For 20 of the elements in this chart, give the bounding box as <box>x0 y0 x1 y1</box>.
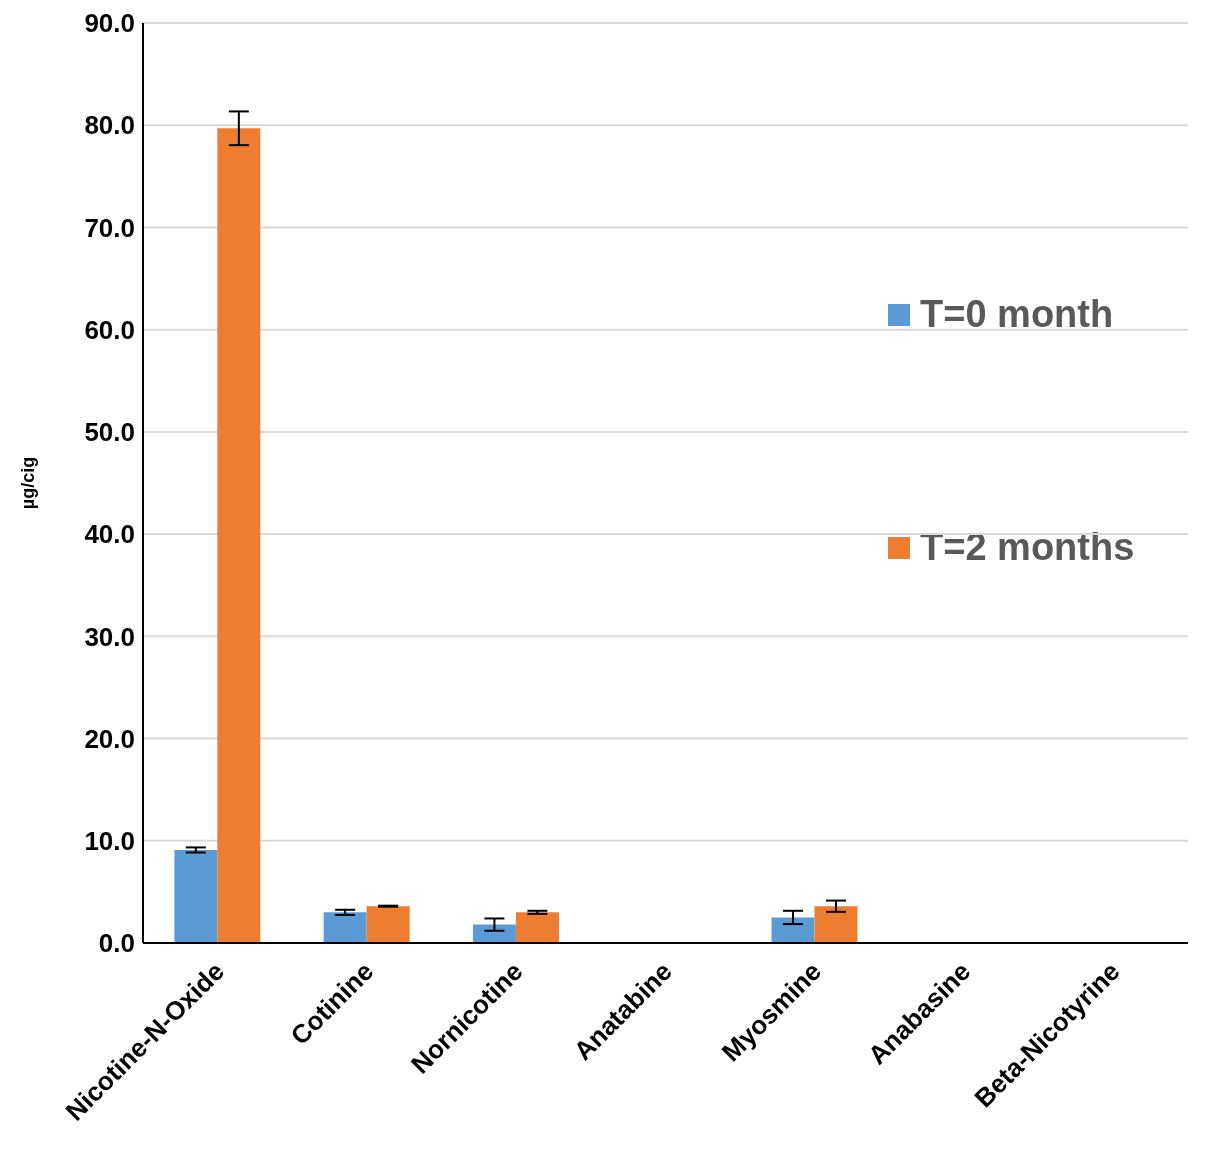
bar <box>771 917 815 943</box>
y-tick-label: 80.0 <box>84 110 135 141</box>
bar <box>217 128 261 943</box>
y-tick-label: 60.0 <box>84 314 135 345</box>
y-tick-label: 30.0 <box>84 621 135 652</box>
y-axis-title: µg/cig <box>18 456 39 510</box>
y-tick-label: 70.0 <box>84 212 135 243</box>
bar <box>515 912 559 943</box>
legend-label: T=0 month <box>920 293 1114 336</box>
bar <box>174 849 218 943</box>
y-tick-label: 0.0 <box>98 928 135 959</box>
y-tick-label: 10.0 <box>84 826 135 857</box>
bar <box>323 912 367 943</box>
bar <box>814 906 858 943</box>
y-tick-label: 20.0 <box>84 723 135 754</box>
y-tick-label: 90.0 <box>84 8 135 39</box>
bar <box>472 924 516 943</box>
y-tick-label: 50.0 <box>84 417 135 448</box>
y-tick-label: 40.0 <box>84 519 135 550</box>
bar <box>366 906 410 943</box>
